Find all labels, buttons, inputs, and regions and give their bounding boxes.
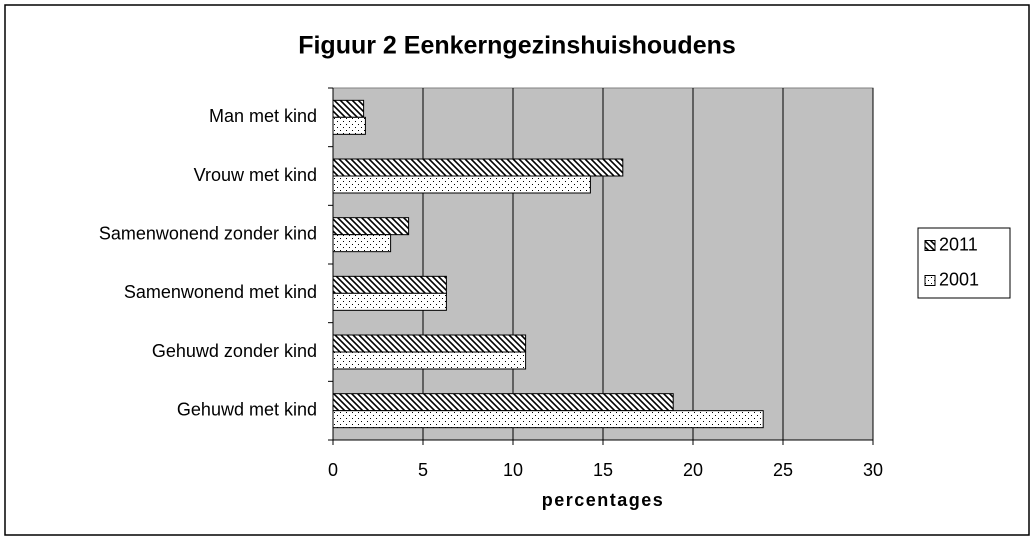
legend-swatch: [924, 275, 936, 286]
bar: [332, 116, 366, 135]
y-tick-label: Man met kind: [209, 106, 317, 126]
x-tick-label: 5: [418, 460, 428, 480]
legend-swatch: [924, 240, 936, 251]
legend-label: 2001: [939, 269, 979, 289]
bar: [332, 410, 764, 429]
x-tick-label: 15: [593, 460, 613, 480]
bar: [332, 334, 527, 353]
y-tick-label: Vrouw met kind: [194, 165, 317, 185]
y-tick-label: Gehuwd met kind: [177, 399, 317, 419]
legend-box: [917, 227, 1011, 299]
x-tick-label: 10: [503, 460, 523, 480]
legend-label: 2011: [939, 234, 978, 254]
bar: [332, 158, 624, 177]
bar: [332, 234, 392, 253]
chart-title: Figuur 2 Eenkerngezinshuishoudens: [298, 32, 736, 60]
bar: [332, 292, 447, 311]
x-tick-label: 30: [863, 460, 883, 480]
x-tick-label: 20: [683, 460, 703, 480]
x-axis-label: percentages: [542, 490, 665, 510]
x-tick-label: 25: [773, 460, 793, 480]
bar: [332, 175, 591, 194]
bar: [332, 351, 527, 370]
bar: [332, 275, 447, 294]
y-tick-label: Samenwonend zonder kind: [99, 223, 317, 243]
bar: [332, 393, 674, 412]
x-tick-label: 0: [328, 460, 338, 480]
bar: [332, 99, 365, 118]
y-tick-label: Gehuwd zonder kind: [152, 341, 317, 361]
bar: [332, 217, 410, 236]
y-tick-label: Samenwonend met kind: [124, 282, 317, 302]
